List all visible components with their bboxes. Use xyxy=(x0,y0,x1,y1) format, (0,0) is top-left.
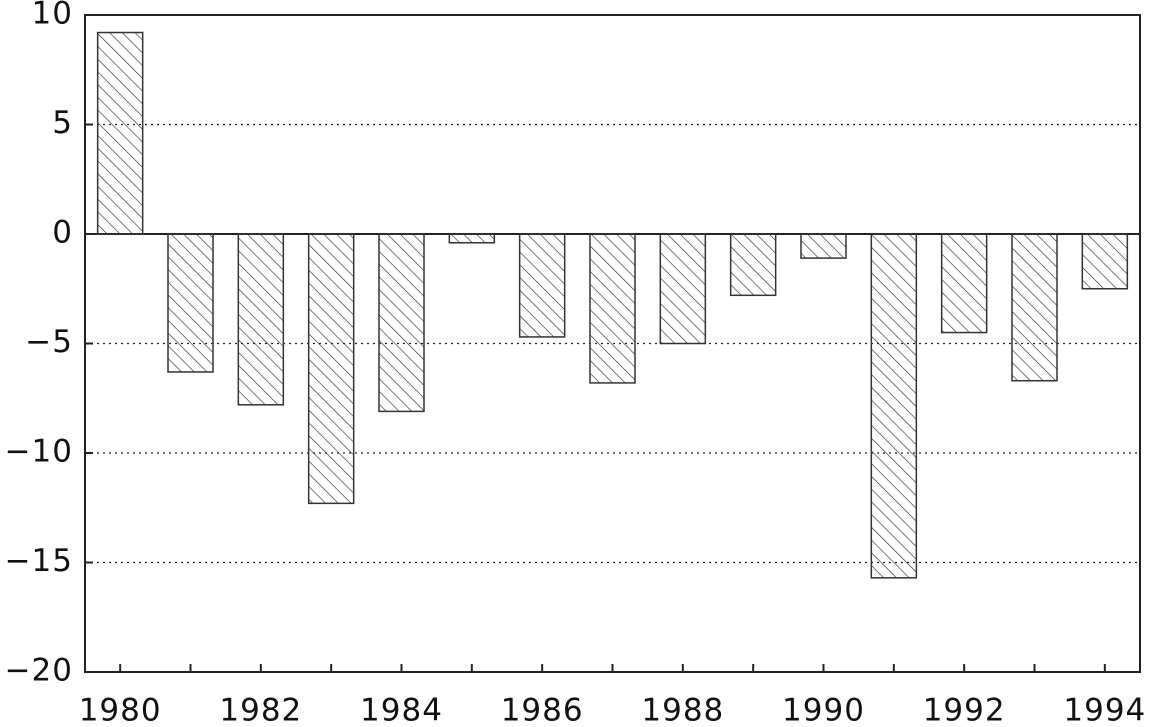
bar xyxy=(870,233,918,579)
x-tick-label: 1992 xyxy=(923,693,1006,727)
bar xyxy=(729,233,777,297)
bar xyxy=(378,233,425,413)
bar xyxy=(800,233,847,259)
x-tick-label: 1980 xyxy=(79,693,162,727)
y-tick-label: −20 xyxy=(5,653,73,689)
bar xyxy=(589,233,636,384)
y-tick-label: 10 xyxy=(32,0,73,32)
x-tick-label: 1986 xyxy=(501,693,584,727)
y-tick-label: −10 xyxy=(5,434,73,470)
bar xyxy=(96,31,144,235)
bar xyxy=(167,233,214,373)
x-tick-label: 1990 xyxy=(782,693,865,727)
y-tick-label: −15 xyxy=(5,543,73,579)
x-tick-label: 1982 xyxy=(219,693,302,727)
bar xyxy=(307,233,355,505)
y-tick-label: −5 xyxy=(25,324,73,360)
x-tick-label: 1994 xyxy=(1063,693,1146,727)
x-tick-label: 1988 xyxy=(641,693,724,727)
bar xyxy=(659,233,707,345)
bar xyxy=(1081,233,1129,290)
bar xyxy=(1011,233,1058,382)
x-tick-label: 1984 xyxy=(360,693,443,727)
bar xyxy=(518,233,566,338)
y-tick-label: 5 xyxy=(52,105,73,141)
bar xyxy=(448,233,496,244)
bar xyxy=(940,233,988,334)
bar xyxy=(237,233,285,406)
y-tick-label: 0 xyxy=(52,215,73,251)
